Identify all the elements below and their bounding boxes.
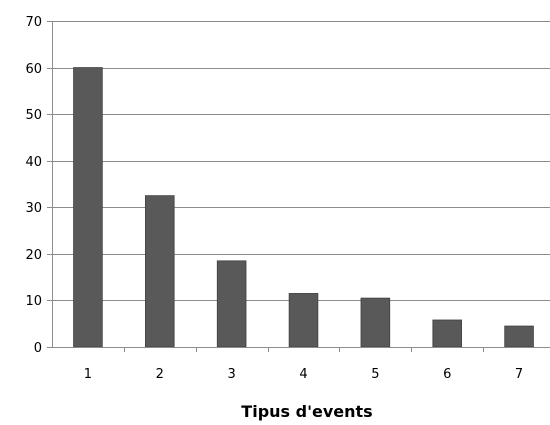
x-tick-label: 4 [299,367,307,382]
x-axis-title: Tipus d'events [241,402,372,421]
y-tick-label: 40 [25,155,42,170]
bar-1 [73,67,103,348]
bar-6 [432,319,462,348]
x-tick-label: 5 [371,367,379,382]
y-tick-label: 60 [25,62,42,77]
x-tick-label: 3 [228,367,236,382]
x-tick-label: 7 [515,367,523,382]
y-tick-label: 10 [25,294,42,309]
y-tick-label: 30 [25,201,42,216]
bar-5 [360,297,391,348]
bar-4 [288,293,319,348]
x-tick-label: 2 [156,367,164,382]
bar-3 [216,260,247,348]
bar-7 [504,325,534,348]
y-tick-label: 70 [25,15,42,30]
y-tick-labels: 0 10 20 30 40 50 60 70 [25,15,42,356]
y-tick-label: 50 [25,108,42,123]
gridlines [52,21,550,301]
axes [47,21,550,352]
y-tick-label: 0 [34,341,42,356]
bar-2 [145,195,175,348]
x-tick-label: 6 [443,367,451,382]
y-tick-label: 20 [25,248,42,263]
x-tick-label: 1 [84,367,92,382]
x-tick-labels: 1 2 3 4 5 6 7 [84,367,523,382]
